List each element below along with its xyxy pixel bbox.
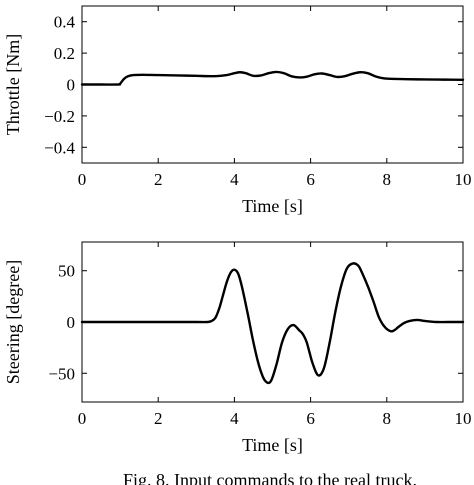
throttle-y-tick-label: 0 <box>67 76 76 95</box>
steering-x-tick-label: 8 <box>383 409 392 428</box>
steering-y-axis-label: Steering [degree] <box>3 260 23 384</box>
throttle-y-tick-label: 0.4 <box>54 13 76 32</box>
throttle-x-tick-label: 2 <box>154 170 163 189</box>
steering-x-axis-label: Time [s] <box>242 435 303 455</box>
throttle-x-axis-label: Time [s] <box>242 196 303 216</box>
throttle-x-tick-label: 4 <box>230 170 239 189</box>
steering-x-tick-label: 6 <box>306 409 315 428</box>
steering-x-tick-label: 0 <box>78 409 87 428</box>
throttle-y-tick-label: −0.2 <box>44 107 75 126</box>
throttle-y-tick-label: 0.2 <box>54 44 75 63</box>
steering-x-tick-label: 4 <box>230 409 239 428</box>
throttle-x-tick-label: 8 <box>383 170 392 189</box>
throttle-series-line-0 <box>80 70 465 86</box>
throttle-y-axis-label: Throttle [Nm] <box>3 34 23 135</box>
steering-y-tick-label: −50 <box>48 364 75 383</box>
steering-y-tick-label: 0 <box>67 313 76 332</box>
throttle-plot-frame <box>81 5 464 164</box>
steering-x-tick-label: 2 <box>154 409 163 428</box>
figure-caption: Fig. 8. Input commands to the real truck… <box>123 470 417 485</box>
steering-x-tick-label: 10 <box>455 409 472 428</box>
throttle-y-tick-label: −0.4 <box>44 138 75 157</box>
steering-y-tick-label: 50 <box>58 262 75 281</box>
throttle-x-tick-label: 10 <box>455 170 472 189</box>
throttle-x-tick-label: 6 <box>306 170 315 189</box>
steering-series-line-0 <box>80 262 465 385</box>
throttle-x-tick-label: 0 <box>78 170 87 189</box>
